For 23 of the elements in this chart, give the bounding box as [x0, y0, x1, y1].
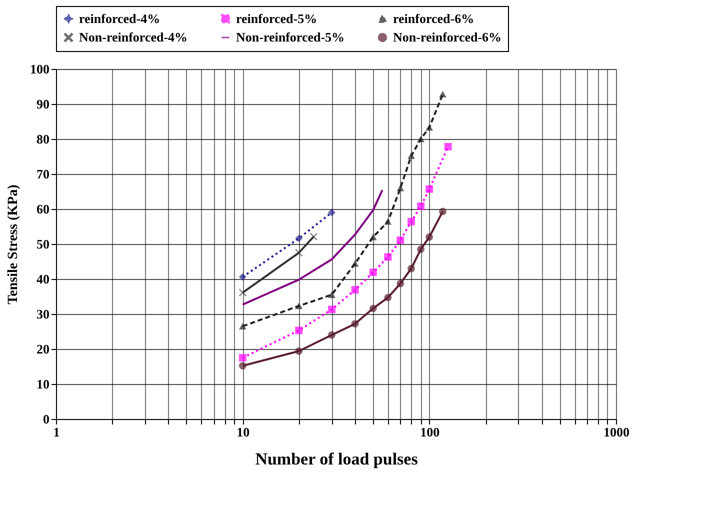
y-tick-label: 60: [36, 202, 50, 216]
legend-label: Non-reinforced-5%: [236, 30, 345, 44]
y-tick-label: 0: [43, 412, 50, 426]
y-tick-label: 40: [36, 272, 50, 286]
x-tick-label: 1000: [604, 424, 630, 440]
legend-label: Non-reinforced-4%: [79, 30, 188, 44]
y-tick-label: 30: [36, 306, 50, 322]
y-tick-label: 20: [36, 342, 50, 356]
x-tick-label: 100: [420, 424, 440, 440]
y-tick-label: 80: [36, 132, 50, 146]
y-tick-label: 90: [36, 96, 50, 112]
x-axis-title: Number of load pulses: [255, 450, 418, 468]
legend-label: reinforced-4%: [79, 10, 160, 26]
legend-label: Non-reinforced-6%: [393, 30, 502, 44]
y-tick-label: 70: [36, 166, 50, 182]
y-tick-label: 100: [30, 62, 50, 76]
x-tick-label: 1: [53, 424, 60, 440]
x-tick-label: 10: [236, 424, 250, 440]
legend-label: reinforced-5%: [236, 10, 318, 26]
legend-label: reinforced-6%: [393, 10, 474, 26]
y-tick-label: 10: [36, 376, 50, 392]
y-axis-title: Tensile Stress (KPa): [6, 184, 21, 304]
y-tick-label: 50: [36, 236, 50, 252]
